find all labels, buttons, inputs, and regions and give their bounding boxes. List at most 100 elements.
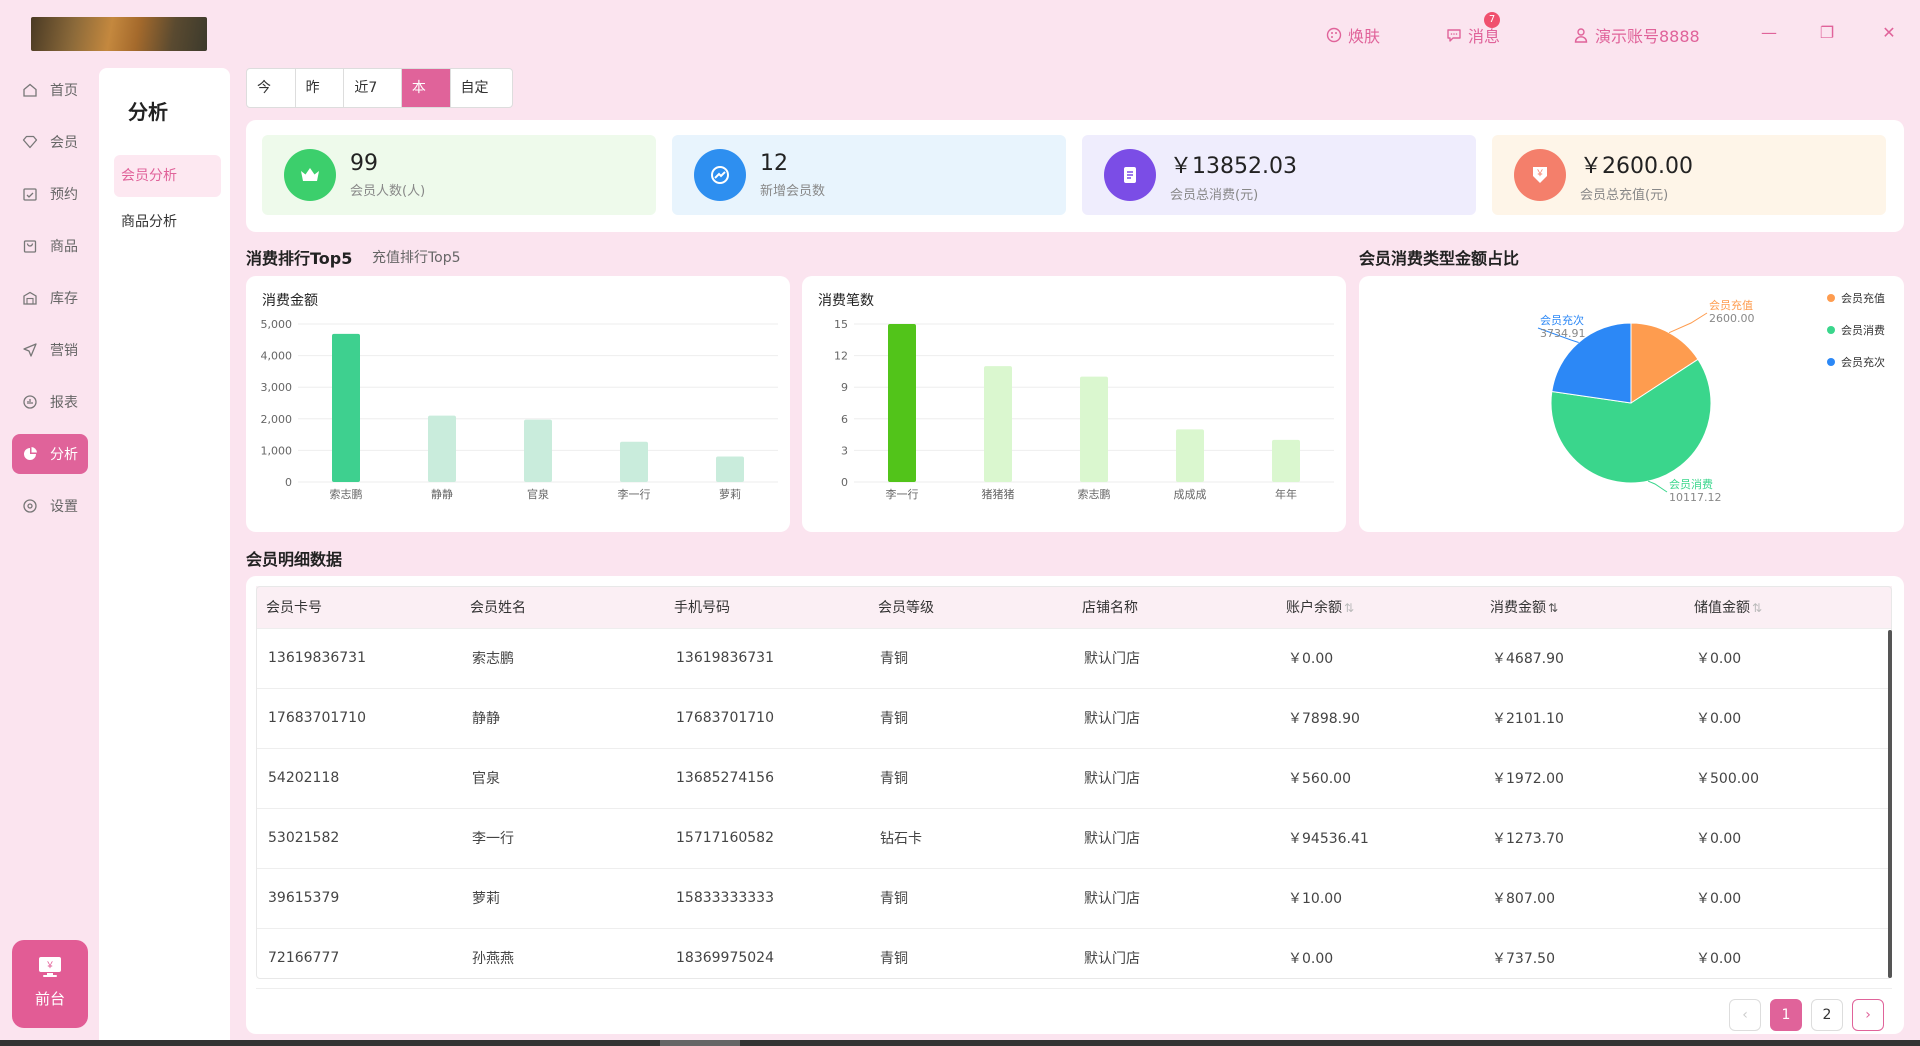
report-icon [23, 395, 37, 409]
cell-spend: ￥2101.10 [1480, 688, 1684, 749]
nav-item-member[interactable]: 会员 [12, 122, 88, 162]
pie-slice [1630, 322, 1699, 404]
col-header-spend-cell[interactable]: 消费金额 ⇅ [1480, 586, 1684, 629]
tab-this-month[interactable]: 本月 [401, 69, 451, 107]
page-button-2[interactable]: 2 [1811, 999, 1843, 1031]
tab-last7days[interactable]: 近7日 [344, 69, 402, 107]
table-header-row: 会员卡号 会员姓名 手机号码 会员等级 店铺名称 账户余额 ⇅ 消费金额 ⇅ 储值金… [256, 586, 1892, 629]
cell-level: 青铜 [868, 748, 1072, 809]
tab-yesterday[interactable]: 昨日 [296, 69, 345, 107]
table-scrollbar[interactable] [1888, 630, 1892, 978]
col-header-level: 会员等级 [868, 586, 1072, 629]
nav-item-label: 预约 [50, 187, 78, 203]
cell-phone: 15833333333 [664, 868, 868, 929]
money-down-icon: ￥ [1514, 149, 1566, 201]
cell-balance: ￥0.00 [1276, 928, 1480, 989]
close-button[interactable]: ✕ [1882, 23, 1896, 42]
x-tick-label: 索志鹏 [330, 487, 363, 501]
cell-phone: 13685274156 [664, 748, 868, 809]
cell-balance: ￥560.00 [1276, 748, 1480, 809]
cell-card-no: 39615379 [256, 868, 460, 929]
next-page-button[interactable]: › [1852, 999, 1884, 1031]
cell-store: 默认门店 [1072, 628, 1276, 689]
table-row[interactable]: 72166777 孙燕燕 18369975024 青铜 默认门店 ￥0.00 ￥737.50… [256, 928, 1892, 989]
logo-image [31, 17, 207, 51]
table-row[interactable]: 53021582 李一行 15717160582 钻石卡 默认门店 ￥94536.41 ￥1… [256, 808, 1892, 869]
col-header-balance: 账户余额 [1286, 599, 1342, 616]
top-bar: 焕肤 消息 7 演示账号8888 — ❐ ✕ [0, 0, 1920, 68]
bar [524, 419, 552, 482]
x-tick-label: 静静 [431, 487, 453, 501]
minimize-button[interactable]: — [1761, 23, 1777, 42]
col-header-stored-cell[interactable]: 储值金额 ⇅ [1684, 586, 1892, 629]
col-header-balance-cell[interactable]: 账户余额 ⇅ [1276, 586, 1480, 629]
cell-store: 默认门店 [1072, 688, 1276, 749]
nav-item-label: 报表 [50, 395, 78, 411]
table-row[interactable]: 17683701710 静静 17683701710 青铜 默认门店 ￥7898.90 ￥2… [256, 688, 1892, 749]
cell-spend: ￥1273.70 [1480, 808, 1684, 869]
message-label: 消息 [1468, 27, 1501, 46]
spend-amount-chart-panel: 消费金额 0 1,000 2,000 3,000 4,000 5,000 索志鹏 静静 官泉 李一… [246, 276, 790, 532]
nav-item-report[interactable]: 报表 [12, 382, 88, 422]
ranking-alt-tab[interactable]: 充值排行Top5 [372, 250, 461, 266]
col-header-stored: 储值金额 [1694, 599, 1750, 616]
ranking-title[interactable]: 消费排行Top5 [246, 249, 353, 268]
crown-icon [284, 149, 336, 201]
detail-title: 会员明细数据 [246, 550, 343, 569]
sub-item-goods-analysis[interactable]: 商品分析 [121, 214, 177, 230]
x-tick-label: 萝莉 [719, 488, 741, 501]
table-row[interactable]: 39615379 萝莉 15833333333 青铜 默认门店 ￥10.00 ￥807.00… [256, 868, 1892, 929]
sort-icon[interactable]: ⇅ [1548, 600, 1559, 615]
bottom-strip [0, 1040, 1920, 1046]
nav-item-analysis[interactable]: 分析 [12, 434, 88, 474]
bar [984, 366, 1012, 482]
table-row[interactable]: 54202118 官泉 13685274156 青铜 默认门店 ￥560.00 ￥1972.… [256, 748, 1892, 809]
stat-value: ￥13852.03 [1170, 153, 1297, 179]
chat-icon [1447, 29, 1461, 42]
cell-level: 青铜 [868, 628, 1072, 689]
cell-store: 默认门店 [1072, 808, 1276, 869]
front-desk-button[interactable]: ￥ 前台 [12, 940, 88, 1028]
sort-icon[interactable]: ⇅ [1344, 600, 1355, 615]
tab-custom[interactable]: 自定义 [460, 80, 489, 96]
x-tick-label: 年年 [1275, 487, 1297, 501]
pie-slice-value: 3734.91 [1540, 327, 1586, 340]
skin-button[interactable]: 焕肤 [1326, 23, 1380, 47]
nav-item-label: 商品 [50, 239, 78, 255]
cell-spend: ￥4687.90 [1480, 628, 1684, 689]
stat-value: 99 [350, 151, 378, 176]
stat-card-members: 99 会员人数(人) [262, 135, 656, 215]
page-button-1[interactable]: 1 [1770, 999, 1802, 1031]
cell-name: 官泉 [460, 748, 664, 809]
cell-stored: ￥0.00 [1684, 928, 1892, 989]
cell-level: 青铜 [868, 928, 1072, 989]
bar [332, 333, 360, 482]
nav-item-home[interactable]: 首页 [12, 70, 88, 110]
pie-leader-line [1537, 327, 1579, 343]
nav-item-booking[interactable]: 预约 [12, 174, 88, 214]
nav-item-goods[interactable]: 商品 [12, 226, 88, 266]
cell-stored: ￥0.00 [1684, 808, 1892, 869]
member-detail-table: 会员卡号 会员姓名 手机号码 会员等级 店铺名称 账户余额 ⇅ 消费金额 ⇅ 储值金… [256, 586, 1892, 989]
y-tick-label: 3 [841, 444, 848, 457]
gear-icon [23, 499, 37, 513]
message-button[interactable]: 消息 7 [1446, 12, 1501, 47]
table-row[interactable]: 13619836731 索志鹏 13619836731 青铜 默认门店 ￥0.00 ￥468… [256, 628, 1892, 689]
legend-label: 会员消费 [1841, 323, 1885, 337]
cell-stored: ￥0.00 [1684, 688, 1892, 749]
sub-item-member-analysis[interactable]: 会员分析 [114, 155, 221, 197]
tab-today[interactable]: 今日 [247, 69, 296, 107]
nav-item-marketing[interactable]: 营销 [12, 330, 88, 370]
restore-button[interactable]: ❐ [1819, 23, 1835, 42]
sort-icon[interactable]: ⇅ [1752, 600, 1763, 615]
bar [1080, 376, 1108, 482]
front-desk-label: 前台 [34, 990, 65, 1008]
nav-item-stock[interactable]: 库存 [12, 278, 88, 318]
prev-page-button[interactable]: ‹ [1729, 999, 1761, 1031]
cell-level: 青铜 [868, 688, 1072, 749]
nav-item-settings[interactable]: 设置 [12, 486, 88, 526]
stats-panel: 99 会员人数(人) 12 新增会员数 ￥13852.03 会员总消费(元) ￥ ￥2… [246, 120, 1904, 232]
x-tick-label: 李一行 [618, 487, 651, 501]
account-button[interactable]: 演示账号8888 [1573, 23, 1700, 47]
y-tick-label: 0 [841, 476, 848, 489]
